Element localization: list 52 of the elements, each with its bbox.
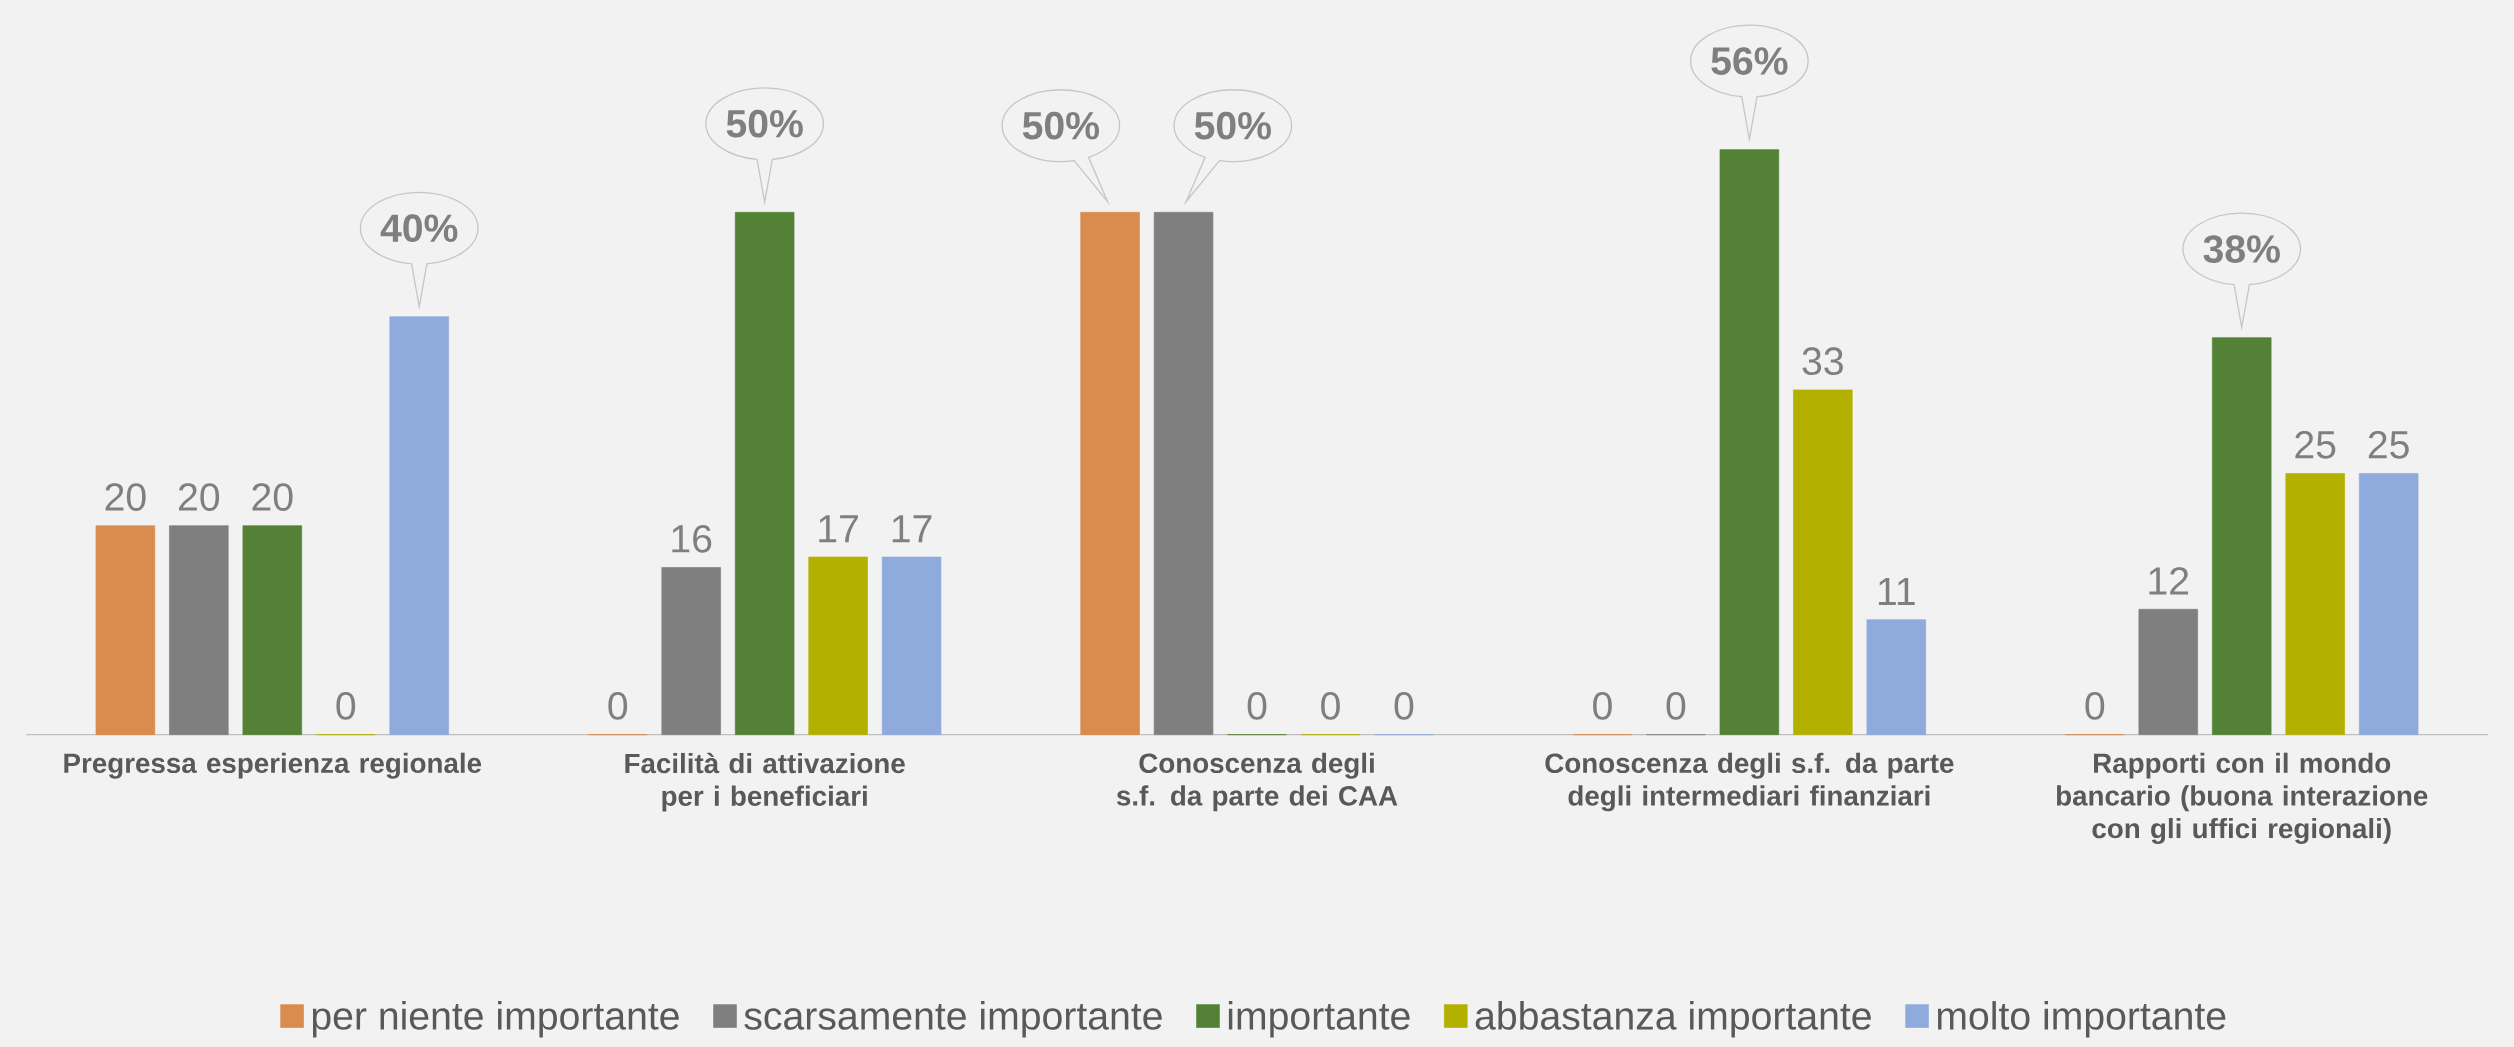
data-label: 0 bbox=[1394, 691, 1414, 720]
bar bbox=[734, 211, 795, 735]
data-label: 20 bbox=[252, 482, 293, 511]
data-label: 20 bbox=[178, 482, 220, 511]
legend-label: importante bbox=[1228, 1000, 1410, 1038]
data-label: 0 bbox=[1321, 691, 1340, 720]
data-label: 25 bbox=[2295, 430, 2336, 459]
legend-label: scarsamente importante bbox=[744, 1000, 1162, 1038]
data-label: 40% bbox=[380, 214, 458, 242]
bar bbox=[2212, 337, 2272, 735]
bar bbox=[661, 566, 721, 735]
x-tick-label: Rapporti con il mondo bancario (buona interazione con gli uffici regionali) bbox=[2057, 752, 2428, 844]
data-label: 17 bbox=[892, 515, 932, 543]
data-label: 50% bbox=[1194, 111, 1271, 140]
data-label: 0 bbox=[608, 691, 628, 720]
bar bbox=[1153, 211, 1214, 735]
legend-label: per niente importante bbox=[312, 1000, 679, 1038]
legend-label: molto importante bbox=[1937, 1000, 2226, 1038]
bar bbox=[1866, 619, 1927, 735]
bar bbox=[242, 525, 303, 735]
x-tick-label: Pregressa esperienza regionale bbox=[64, 752, 482, 779]
data-label: 0 bbox=[1247, 691, 1267, 720]
data-label: 0 bbox=[1593, 691, 1612, 720]
data-label: 0 bbox=[336, 691, 356, 720]
data-label: 50% bbox=[1022, 111, 1099, 140]
data-label: 33 bbox=[1802, 347, 1843, 375]
legend-label: abbastanza importante bbox=[1475, 1000, 1871, 1038]
bar bbox=[1719, 149, 1780, 735]
bar bbox=[1080, 211, 1140, 735]
x-tick-label: Conoscenza degli s.f. da parte dei CAA bbox=[1116, 752, 1398, 811]
data-label: 0 bbox=[2085, 691, 2105, 720]
data-label: 17 bbox=[819, 515, 858, 543]
x-tick-label: Facilità di attivazione per i beneficiari bbox=[625, 752, 905, 812]
data-label: 20 bbox=[105, 482, 146, 511]
bar bbox=[169, 525, 229, 735]
bar bbox=[808, 556, 868, 735]
data-label: 0 bbox=[1666, 691, 1686, 720]
data-label: 12 bbox=[2149, 566, 2189, 595]
data-label: 56% bbox=[1711, 47, 1788, 75]
bar bbox=[2358, 472, 2419, 735]
data-label: 25 bbox=[2368, 430, 2409, 459]
data-label: 38% bbox=[2203, 235, 2280, 263]
x-tick-label: Conoscenza degli s.f. da parte degli intermediari finanziari bbox=[1545, 752, 1954, 812]
data-label: 16 bbox=[672, 524, 712, 553]
bar bbox=[881, 556, 942, 735]
bar bbox=[2138, 608, 2198, 735]
bar bbox=[2285, 472, 2345, 735]
data-label: 11 bbox=[1878, 577, 1915, 605]
data-label: 50% bbox=[726, 109, 803, 138]
bar bbox=[1793, 389, 1853, 735]
bar bbox=[389, 316, 449, 735]
bar bbox=[95, 525, 156, 735]
